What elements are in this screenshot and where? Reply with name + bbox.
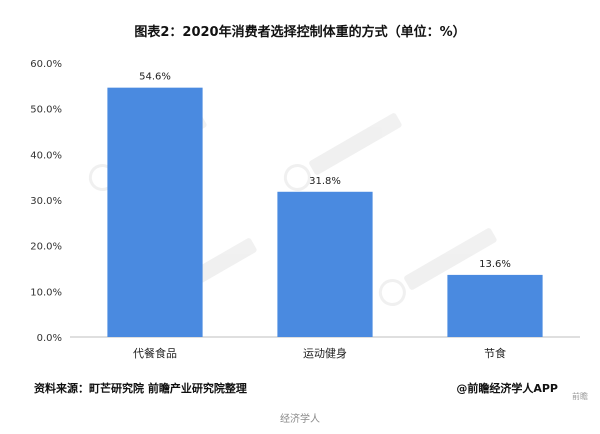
y-tick-label: 30.0% (30, 196, 62, 207)
y-tick-label: 40.0% (30, 150, 62, 161)
y-tick-label: 0.0% (37, 333, 62, 344)
y-tick-label: 10.0% (30, 287, 62, 298)
x-category-label: 节食 (484, 346, 506, 360)
x-category-label: 运动健身 (303, 346, 347, 360)
watermark-logo-circle (378, 279, 406, 306)
x-axis-labels: 代餐食品 运动健身 节食 (133, 346, 506, 360)
bar-2 (277, 191, 373, 337)
bars-group (107, 87, 543, 337)
y-tick-label: 60.0% (30, 59, 62, 70)
y-tick-label: 20.0% (30, 242, 62, 253)
y-axis-ticks: 0.0% 10.0% 20.0% 30.0% 40.0% 50.0% 60.0% (30, 59, 62, 344)
bar-3 (447, 274, 543, 337)
bottom-watermark: 经济学人 (280, 414, 320, 425)
watermark-logo (378, 228, 497, 306)
value-label: 13.6% (479, 259, 511, 270)
value-labels-group: 54.6% 31.8% 13.6% (139, 72, 511, 270)
watermark-logo-bar (404, 228, 497, 290)
x-category-label: 代餐食品 (133, 346, 177, 360)
bar-1 (107, 87, 203, 337)
watermark-logo-circle (283, 164, 311, 191)
chart-title: 图表2：2020年消费者选择控制体重的方式（单位：%） (134, 24, 465, 40)
y-tick-label: 50.0% (30, 105, 62, 116)
corner-watermark: 前瞻 (572, 392, 588, 401)
watermark-logo (283, 113, 402, 191)
watermark-logo-bar (309, 113, 402, 175)
source-note: 资料来源：町芒研究院 前瞻产业研究院整理 (34, 382, 247, 395)
brand-credit: @前瞻经济学人APP (456, 382, 558, 395)
value-label: 54.6% (139, 72, 171, 83)
value-label: 31.8% (309, 176, 341, 187)
